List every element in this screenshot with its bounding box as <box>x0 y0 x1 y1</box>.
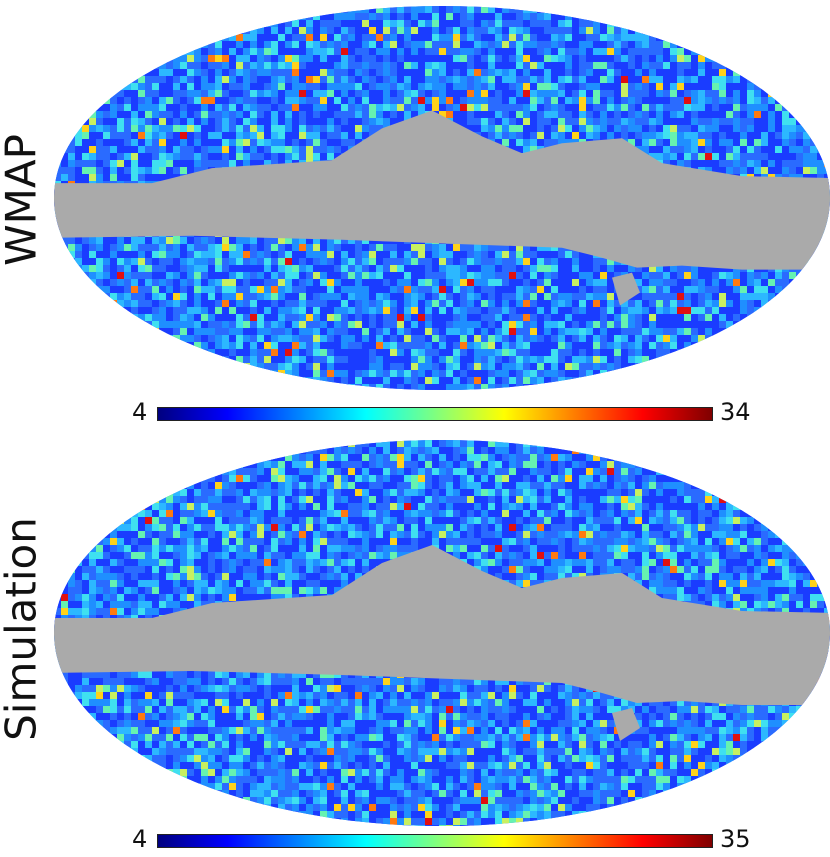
colorbar-wmap: 4 34 <box>0 398 830 430</box>
colorbar-gradient-wmap <box>157 407 713 421</box>
map-panel-wmap: WMAP 4 34 <box>0 0 830 430</box>
map-title-wmap: WMAP <box>0 134 46 266</box>
masked-patch <box>612 708 640 741</box>
galactic-mask <box>54 110 830 270</box>
sky-map-wmap <box>54 6 830 390</box>
map-label-wmap: WMAP <box>0 0 46 400</box>
sky-pixels <box>54 6 830 390</box>
colorbar-gradient-simulation <box>157 834 713 848</box>
galactic-mask <box>54 545 830 705</box>
colorbar-min-wmap: 4 <box>132 398 148 426</box>
map-title-simulation: Simulation <box>0 516 46 741</box>
colorbar-max-simulation: 35 <box>720 825 751 853</box>
colorbar-max-wmap: 34 <box>720 398 751 426</box>
map-label-simulation: Simulation <box>0 430 46 827</box>
masked-patch <box>612 272 640 306</box>
colorbar-simulation: 4 35 <box>0 825 830 857</box>
map-panel-simulation: Simulation 4 35 <box>0 430 830 857</box>
colorbar-min-simulation: 4 <box>132 825 148 853</box>
sky-map-simulation <box>54 440 830 826</box>
sky-pixels <box>54 440 830 826</box>
